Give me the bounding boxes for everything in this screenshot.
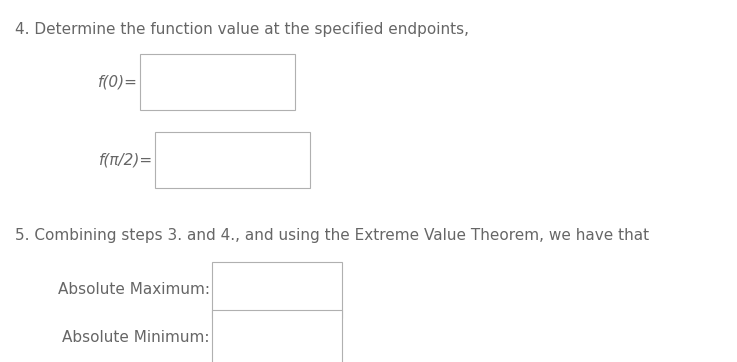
Text: 5. Combining steps 3. and 4., and using the Extreme Value Theorem, we have that: 5. Combining steps 3. and 4., and using … (15, 228, 649, 243)
Text: 4. Determine the function value at the specified endpoints,: 4. Determine the function value at the s… (15, 22, 469, 37)
Text: Absolute Maximum:: Absolute Maximum: (58, 282, 210, 298)
FancyBboxPatch shape (212, 262, 342, 318)
Text: f(π/2)=: f(π/2)= (99, 152, 153, 168)
FancyBboxPatch shape (155, 132, 310, 188)
FancyBboxPatch shape (140, 54, 295, 110)
Text: f(0)=: f(0)= (98, 75, 138, 89)
Text: Absolute Minimum:: Absolute Minimum: (63, 331, 210, 345)
FancyBboxPatch shape (212, 310, 342, 362)
